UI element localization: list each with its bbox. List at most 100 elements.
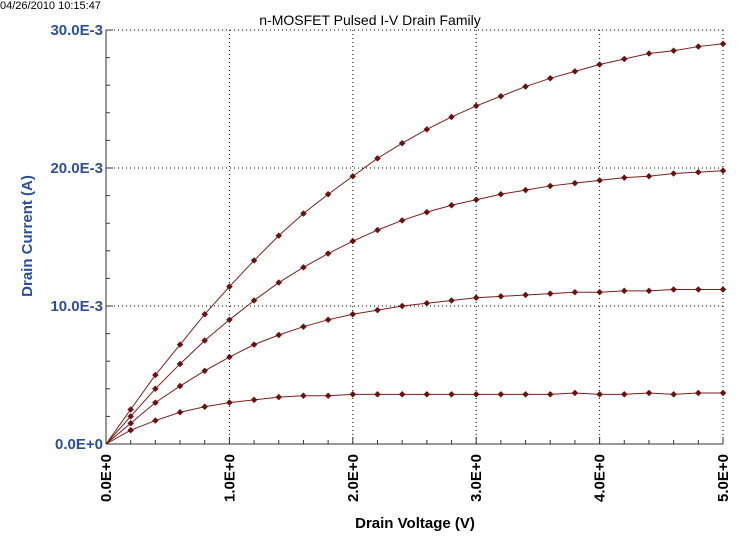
data-point [324,316,332,324]
series-line [105,392,723,445]
series-2 [105,167,727,445]
data-point [250,396,258,404]
data-point [300,210,307,217]
data-point [596,177,603,184]
data-point [497,92,505,100]
data-point [275,232,283,239]
series-line [105,288,723,445]
data-point [448,113,455,121]
data-point [497,292,505,300]
data-point [694,389,702,397]
x-tick-label: 4.0E+0 [592,454,609,502]
data-point [546,74,554,82]
data-point [719,167,727,175]
data-point [719,286,727,293]
data-point [152,399,159,406]
data-point [571,389,579,397]
data-point [300,323,307,331]
series-line [105,43,724,445]
data-point [546,290,554,297]
data-point [201,367,209,375]
data-point [645,287,653,295]
data-point [448,297,455,304]
data-point [152,417,159,424]
data-point [472,196,480,204]
data-point [596,390,603,398]
data-point [226,316,233,324]
grid [106,29,724,444]
x-axis-label: Drain Voltage (V) [355,515,475,532]
x-tick-label: 3.0E+0 [468,454,485,502]
data-point [398,139,406,147]
data-point [250,341,258,348]
data-point [546,390,554,398]
data-point [176,360,184,368]
data-point [127,426,135,434]
tick-labels: 0.0E+0 10.0E-3 20.0E-3 30.0E-3 0.0E+0 1.0E+0 2… [50,22,732,502]
series-group [105,40,727,445]
data-point [324,250,332,257]
data-point [620,390,628,398]
data-point [398,302,406,310]
data-point [374,154,381,162]
data-point [201,310,209,318]
data-point [324,190,332,198]
data-point [571,68,579,75]
data-point [596,288,603,296]
data-point [152,385,159,393]
data-point [349,237,357,245]
data-point [250,297,258,304]
data-point [176,341,184,348]
data-point [472,102,480,110]
data-point [620,55,628,63]
y-tick-label: 10.0E-3 [50,298,103,315]
series-4 [105,389,727,445]
data-point [571,179,579,187]
data-point [226,399,233,406]
series-1 [105,40,727,445]
data-point [423,208,431,216]
data-point [349,390,357,398]
data-point [448,390,455,398]
y-tick-label: 30.0E-3 [50,22,103,39]
data-point [448,201,455,209]
data-point [127,419,135,427]
data-point [472,294,480,302]
data-point [176,382,184,390]
data-point [176,408,184,416]
data-point [620,287,628,295]
data-point [152,371,159,379]
data-point [349,172,357,180]
y-axis-label: Drain Current (A) [19,175,36,297]
data-point [719,40,727,48]
data-point [300,392,307,400]
data-point [226,353,233,361]
data-point [571,288,579,296]
data-point [127,413,135,420]
data-point [201,403,209,411]
data-point [275,331,283,339]
data-point [423,299,431,307]
data-point [374,226,381,234]
chart-title: n-MOSFET Pulsed I-V Drain Family [259,12,480,28]
data-point [374,306,381,314]
data-point [324,392,332,400]
data-point [127,406,135,413]
axes [105,29,724,445]
series-3 [105,286,727,445]
x-tick-label: 5.0E+0 [715,454,732,502]
timestamp: 04/26/2010 10:15:47 [0,0,101,12]
data-point [694,168,702,176]
y-tick-label: 20.0E-3 [50,160,103,177]
y-tick-label: 0.0E+0 [55,436,103,453]
data-point [423,390,431,398]
data-point [423,126,431,133]
data-point [275,393,283,401]
x-tick-label: 2.0E+0 [345,454,362,502]
x-tick-label: 1.0E+0 [221,454,238,502]
data-point [596,61,603,68]
data-point [275,279,283,286]
data-point [522,186,529,194]
data-point [645,172,653,180]
